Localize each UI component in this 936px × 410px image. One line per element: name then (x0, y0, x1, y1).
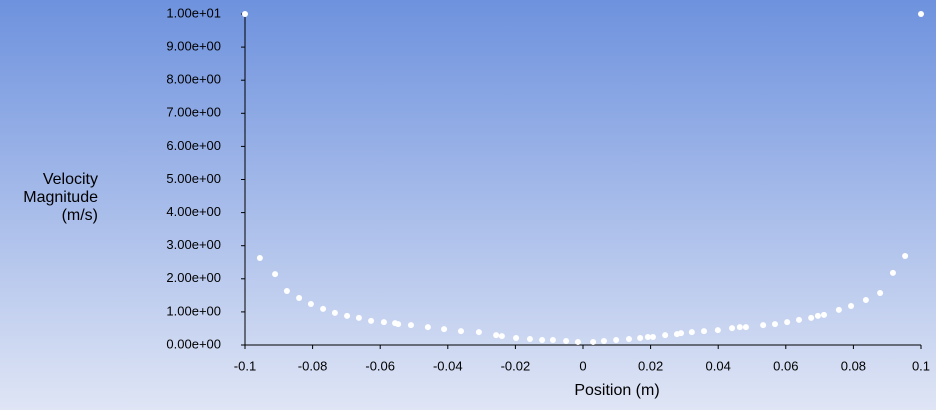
x-tick-label: 0.1 (912, 358, 930, 373)
data-point (902, 252, 909, 259)
data-point (814, 312, 821, 319)
data-point (320, 305, 327, 312)
data-point (368, 317, 375, 324)
data-point (272, 271, 279, 278)
data-point (590, 339, 597, 346)
data-point (729, 325, 736, 332)
data-point (331, 309, 338, 316)
y-tick-label: 1.00e+00 (166, 303, 221, 318)
data-point (407, 322, 414, 329)
data-point (678, 330, 685, 337)
y-tick-label: 1.00e+01 (166, 5, 221, 20)
data-point (242, 11, 248, 17)
data-point (424, 324, 431, 331)
x-tick-label: -0.02 (501, 358, 531, 373)
y-tick-label: 6.00e+00 (166, 138, 221, 153)
data-point (760, 322, 767, 329)
data-point (784, 319, 791, 326)
y-tick-label: 2.00e+00 (166, 270, 221, 285)
data-point (457, 328, 464, 335)
data-point (549, 337, 556, 344)
data-point (355, 314, 362, 321)
data-point (574, 339, 581, 346)
data-point (539, 337, 546, 344)
data-point (380, 319, 387, 326)
x-tick-label: 0.06 (773, 358, 798, 373)
data-point (296, 294, 303, 301)
data-point (877, 290, 884, 297)
data-point (889, 269, 896, 276)
y-tick-label: 0.00e+00 (166, 336, 221, 351)
data-point (862, 296, 869, 303)
x-tick-label: -0.06 (365, 358, 395, 373)
data-point (848, 302, 855, 309)
data-point (625, 336, 632, 343)
x-tick-label: -0.04 (433, 358, 463, 373)
y-axis-label: Velocity Magnitude (m/s) (23, 171, 98, 224)
data-point (475, 329, 482, 336)
x-axis-label: Position (m) (574, 382, 659, 399)
data-point (395, 321, 402, 328)
data-point (256, 254, 263, 261)
x-tick-label: -0.08 (298, 358, 328, 373)
data-point (644, 334, 651, 341)
data-point (600, 338, 607, 345)
data-point (820, 311, 827, 318)
data-point (918, 11, 924, 17)
data-point (283, 288, 290, 295)
data-point (662, 332, 669, 339)
y-tick-label: 3.00e+00 (166, 237, 221, 252)
y-tick-label: 5.00e+00 (166, 171, 221, 186)
x-tick-label: 0.04 (706, 358, 731, 373)
data-point (649, 334, 656, 341)
data-point (513, 335, 520, 342)
data-point (344, 312, 351, 319)
data-point (307, 300, 314, 307)
x-tick-label: 0.02 (638, 358, 663, 373)
data-point (795, 316, 802, 323)
x-tick-label: 0 (579, 358, 586, 373)
data-point (835, 306, 842, 313)
data-point (441, 326, 448, 333)
data-point (493, 332, 500, 339)
data-point (613, 337, 620, 344)
data-point (688, 329, 695, 336)
data-point (637, 335, 644, 342)
y-tick-label: 4.00e+00 (166, 204, 221, 219)
data-point (742, 324, 749, 331)
data-point (736, 324, 743, 331)
data-point (498, 333, 505, 340)
y-tick-label: 7.00e+00 (166, 105, 221, 120)
y-tick-label: 8.00e+00 (166, 72, 221, 87)
data-point (714, 327, 721, 334)
data-point (771, 321, 778, 328)
data-point (701, 328, 708, 335)
x-tick-label: -0.1 (234, 358, 256, 373)
data-point (808, 314, 815, 321)
data-point (526, 336, 533, 343)
y-tick-label: 9.00e+00 (166, 39, 221, 54)
data-point (563, 338, 570, 345)
x-tick-label: 0.08 (841, 358, 866, 373)
